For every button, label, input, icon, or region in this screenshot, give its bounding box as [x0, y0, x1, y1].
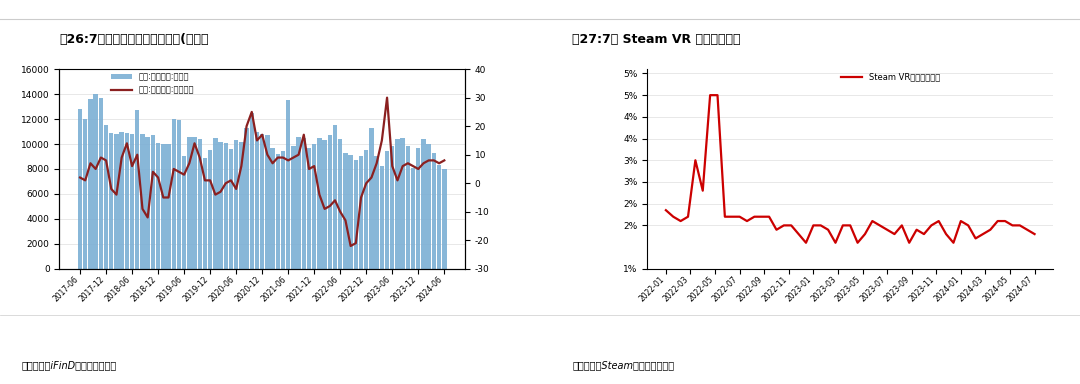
Legend: Steam VR活跃玩家占比: Steam VR活跃玩家占比 — [838, 69, 944, 85]
Bar — [181, 157, 187, 269]
Bar — [198, 139, 202, 269]
Bar — [275, 154, 280, 269]
Text: 数据来源：iFinD，中信建投证券: 数据来源：iFinD，中信建投证券 — [22, 361, 117, 371]
Bar — [333, 125, 337, 269]
Bar — [208, 150, 213, 269]
Bar — [260, 134, 265, 269]
Bar — [151, 135, 156, 269]
Bar — [89, 99, 93, 269]
Bar — [327, 135, 332, 269]
Bar — [380, 167, 384, 269]
Bar — [359, 157, 363, 269]
Bar — [177, 120, 181, 269]
Bar — [120, 131, 124, 269]
Bar — [94, 94, 98, 269]
Bar — [401, 138, 405, 269]
Bar — [146, 137, 150, 269]
Bar — [364, 150, 368, 269]
Text: 图26:7月智能手机产量同比情况(万台）: 图26:7月智能手机产量同比情况(万台） — [59, 33, 208, 46]
Bar — [432, 153, 436, 269]
Bar — [161, 144, 165, 269]
Bar — [270, 148, 274, 269]
Bar — [229, 149, 233, 269]
Bar — [130, 134, 134, 269]
Bar — [213, 138, 217, 269]
Bar — [410, 168, 416, 269]
Bar — [437, 165, 442, 269]
Bar — [427, 144, 431, 269]
Bar — [338, 139, 342, 269]
Text: 数据来源：Steam，中信建投证券: 数据来源：Steam，中信建投证券 — [572, 361, 675, 371]
Bar — [286, 100, 291, 269]
Bar — [343, 153, 348, 269]
Bar — [156, 143, 160, 269]
Bar — [192, 137, 197, 269]
Bar — [307, 148, 311, 269]
Bar — [187, 137, 191, 269]
Bar — [442, 169, 446, 269]
Bar — [249, 113, 254, 269]
Bar — [98, 98, 103, 269]
Bar — [234, 140, 239, 269]
Legend: 产量:智能手机:当月值, 产量:智能手机:当月同比: 产量:智能手机:当月值, 产量:智能手机:当月同比 — [108, 69, 198, 98]
Bar — [109, 133, 113, 269]
Bar — [135, 110, 139, 269]
Bar — [421, 139, 426, 269]
Bar — [395, 139, 400, 269]
Bar — [353, 160, 359, 269]
Bar — [318, 138, 322, 269]
Bar — [203, 158, 207, 269]
Bar — [83, 119, 87, 269]
Bar — [312, 144, 316, 269]
Bar — [172, 119, 176, 269]
Bar — [375, 157, 379, 269]
Bar — [266, 135, 270, 269]
Bar — [292, 147, 296, 269]
Bar — [239, 142, 244, 269]
Bar — [114, 134, 119, 269]
Bar — [104, 125, 108, 269]
Bar — [390, 147, 394, 269]
Bar — [301, 138, 306, 269]
Bar — [416, 148, 420, 269]
Bar — [323, 140, 327, 269]
Bar — [166, 144, 171, 269]
Bar — [224, 143, 228, 269]
Bar — [296, 137, 301, 269]
Bar — [384, 152, 389, 269]
Bar — [406, 147, 410, 269]
Bar — [124, 133, 130, 269]
Bar — [78, 109, 82, 269]
Bar — [140, 134, 145, 269]
Text: 图27:7月 Steam VR 活跃玩家占比: 图27:7月 Steam VR 活跃玩家占比 — [572, 33, 741, 46]
Bar — [255, 131, 259, 269]
Bar — [218, 142, 222, 269]
Bar — [281, 152, 285, 269]
Bar — [244, 128, 248, 269]
Bar — [349, 155, 353, 269]
Bar — [369, 128, 374, 269]
